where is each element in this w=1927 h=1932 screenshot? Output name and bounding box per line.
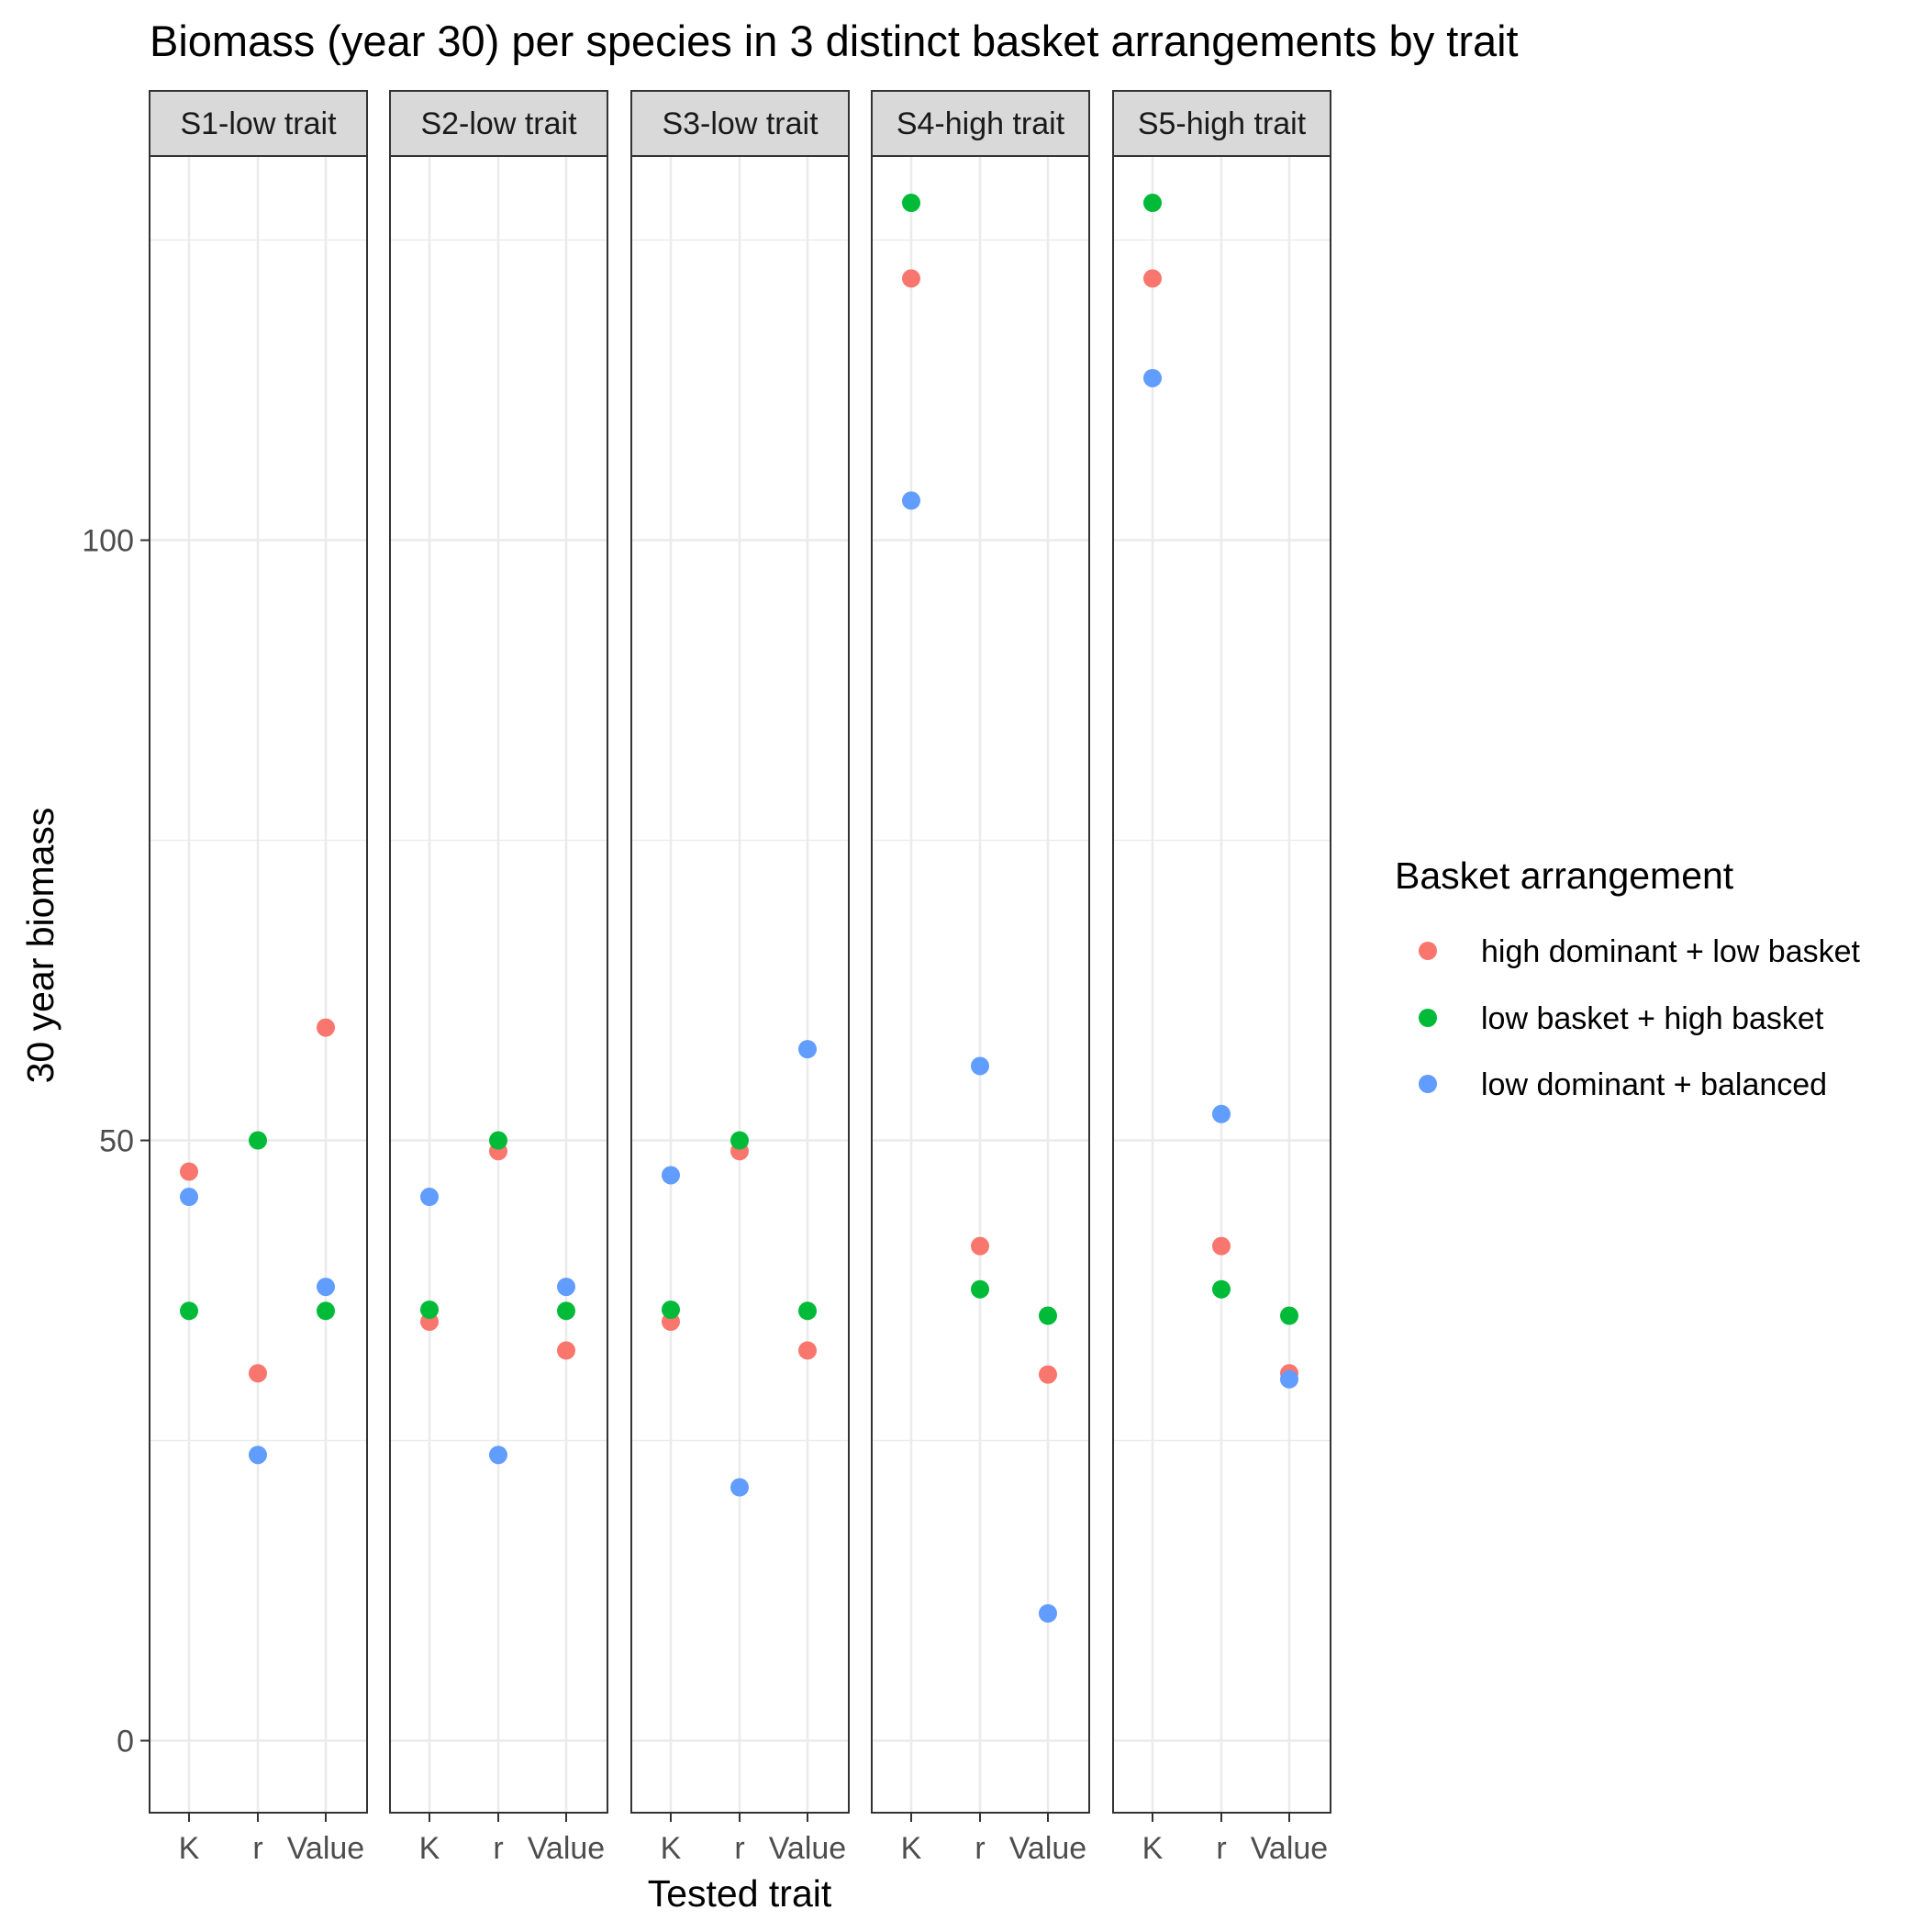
legend-swatch [1419, 1075, 1437, 1093]
data-point: S4-high trait / K / low basket + high ba… [902, 194, 920, 213]
data-point: S1-low trait / r / high dominant + low b… [249, 1364, 267, 1383]
y-axis: 0 50 100 [82, 524, 150, 1759]
y-tick-label: 0 [117, 1725, 134, 1759]
x-tick-label: Value [528, 1831, 605, 1866]
data-point: S3-low trait / r / low basket + high bas… [730, 1131, 749, 1150]
x-tick-label: r [1216, 1831, 1226, 1866]
facet-panel: S4-high trait S4-high trait / K / high do… [871, 90, 1090, 1866]
data-point: S3-low trait / K / low dominant + balanc… [662, 1166, 680, 1185]
legend-label: low basket + high basket [1481, 1001, 1824, 1036]
data-point: S5-high trait / Value / low dominant + b… [1280, 1369, 1298, 1389]
x-tick-label: K [179, 1831, 200, 1866]
facet-strip [149, 90, 368, 157]
x-tick-label: Value [287, 1831, 364, 1866]
legend-item: low dominant + balanced [1419, 1067, 1827, 1102]
data-point: S4-high trait / Value / high dominant + … [1039, 1365, 1057, 1384]
x-tick-label: Value [1251, 1831, 1328, 1866]
data-point: S1-low trait / K / high dominant + low b… [180, 1162, 198, 1181]
data-point: S2-low trait / r / low dominant + balanc… [489, 1446, 507, 1465]
legend-title: Basket arrangement [1395, 854, 1734, 897]
facet-strip-label: S4-high trait [897, 106, 1065, 141]
x-tick-label: r [975, 1831, 985, 1866]
legend-label: low dominant + balanced [1481, 1067, 1827, 1102]
legend-swatch [1419, 1009, 1437, 1027]
x-tick-label: K [901, 1831, 922, 1866]
x-tick-label: K [1142, 1831, 1164, 1866]
data-point: S3-low trait / Value / low dominant + ba… [798, 1040, 817, 1059]
facet-panel: S3-low traitS3-low trait / K / high domi… [630, 90, 850, 1866]
x-axis-title: Tested trait [648, 1872, 832, 1915]
data-point: S5-high trait / r / high dominant + low … [1212, 1236, 1231, 1256]
legend-swatch [1419, 942, 1437, 960]
legend-item: high dominant + low basket [1419, 934, 1861, 969]
data-point: S5-high trait / K / low dominant + balan… [1143, 368, 1162, 387]
facet-strip-label: S1-low trait [180, 106, 337, 141]
data-point: S3-low trait / Value / low basket + high… [798, 1301, 817, 1321]
data-point: S5-high trait / K / high dominant + low … [1143, 269, 1162, 288]
data-point: S2-low trait / Value / high dominant + l… [557, 1341, 575, 1360]
data-point: S2-low trait / K / low dominant + balanc… [420, 1188, 439, 1207]
x-tick-label: r [252, 1831, 262, 1866]
data-point: S2-low trait / K / low basket + high bas… [420, 1300, 439, 1319]
x-tick-label: K [419, 1831, 440, 1866]
x-tick-label: r [493, 1831, 503, 1866]
data-point: S1-low trait / Value / low basket + high… [317, 1301, 335, 1321]
data-point: S1-low trait / K / low dominant + balanc… [180, 1188, 198, 1207]
data-point: S5-high trait / Value / low basket + hig… [1280, 1306, 1298, 1325]
legend-label: high dominant + low basket [1481, 934, 1861, 969]
x-tick-label: r [734, 1831, 744, 1866]
data-point: S2-low trait / r / low basket + high bas… [489, 1131, 507, 1150]
data-point: S4-high trait / Value / low dominant + b… [1039, 1603, 1057, 1623]
facet-panels: S1-low trait S1-low trait / K / high domi… [149, 90, 1331, 1866]
legend: Basket arrangement high dominant + low b… [1395, 854, 1861, 1102]
data-point: S4-high trait / Value / low basket + hig… [1039, 1306, 1057, 1325]
data-point: S1-low trait / K / low basket + high bas… [180, 1301, 198, 1321]
facet-strip [389, 90, 608, 157]
data-point: S2-low trait / Value / low basket + high… [557, 1301, 575, 1321]
y-tick-label: 50 [99, 1124, 134, 1159]
data-point: S4-high trait / K / low dominant + balan… [902, 491, 920, 510]
chart-title: Biomass (year 30) per species in 3 disti… [150, 17, 1519, 65]
facet-panel: S1-low trait S1-low trait / K / high domi… [149, 90, 368, 1866]
data-point: S2-low trait / Value / low dominant + ba… [557, 1278, 575, 1297]
facet-panel: S2-low traitS2-low trait / K / high domi… [389, 90, 608, 1866]
x-tick-label: Value [769, 1831, 846, 1866]
facet-strip [630, 90, 850, 157]
data-point: S4-high trait / r / low basket + high ba… [971, 1279, 989, 1299]
data-point: S4-high trait / r / low dominant + balan… [971, 1056, 989, 1076]
data-point: S5-high trait / r / low dominant + balan… [1212, 1104, 1231, 1123]
data-point: S5-high trait / K / low basket + high ba… [1143, 194, 1162, 213]
data-point: S3-low trait / K / low basket + high bas… [662, 1300, 680, 1319]
data-point: S4-high trait / K / high dominant + low … [902, 269, 920, 288]
facet-strip [871, 90, 1090, 157]
legend-item: low basket + high basket [1419, 1001, 1824, 1036]
facet-strip-label: S2-low trait [420, 106, 577, 141]
data-point: S1-low trait / r / low dominant + balanc… [249, 1446, 267, 1465]
y-tick-label: 100 [82, 524, 134, 559]
data-point: S4-high trait / r / high dominant + low … [971, 1236, 989, 1256]
x-tick-label: Value [1009, 1831, 1086, 1866]
y-axis-title: 30 year biomass [19, 808, 61, 1084]
data-point: S3-low trait / Value / high dominant + l… [798, 1341, 817, 1360]
data-point: S5-high trait / r / low basket + high ba… [1212, 1279, 1231, 1299]
x-tick-label: K [661, 1831, 682, 1866]
data-point: S1-low trait / r / low basket + high bas… [249, 1131, 267, 1150]
facet-strip-label: S3-low trait [662, 106, 819, 141]
data-point: S3-low trait / r / low dominant + balanc… [730, 1478, 749, 1497]
facet-strip-label: S5-high trait [1138, 106, 1307, 141]
data-point: S1-low trait / Value / low dominant + ba… [317, 1278, 335, 1297]
data-point: S1-low trait / Value / high dominant + l… [317, 1018, 335, 1037]
facet-panel: S5-high trait S5-high trait / K / high do… [1112, 90, 1331, 1866]
